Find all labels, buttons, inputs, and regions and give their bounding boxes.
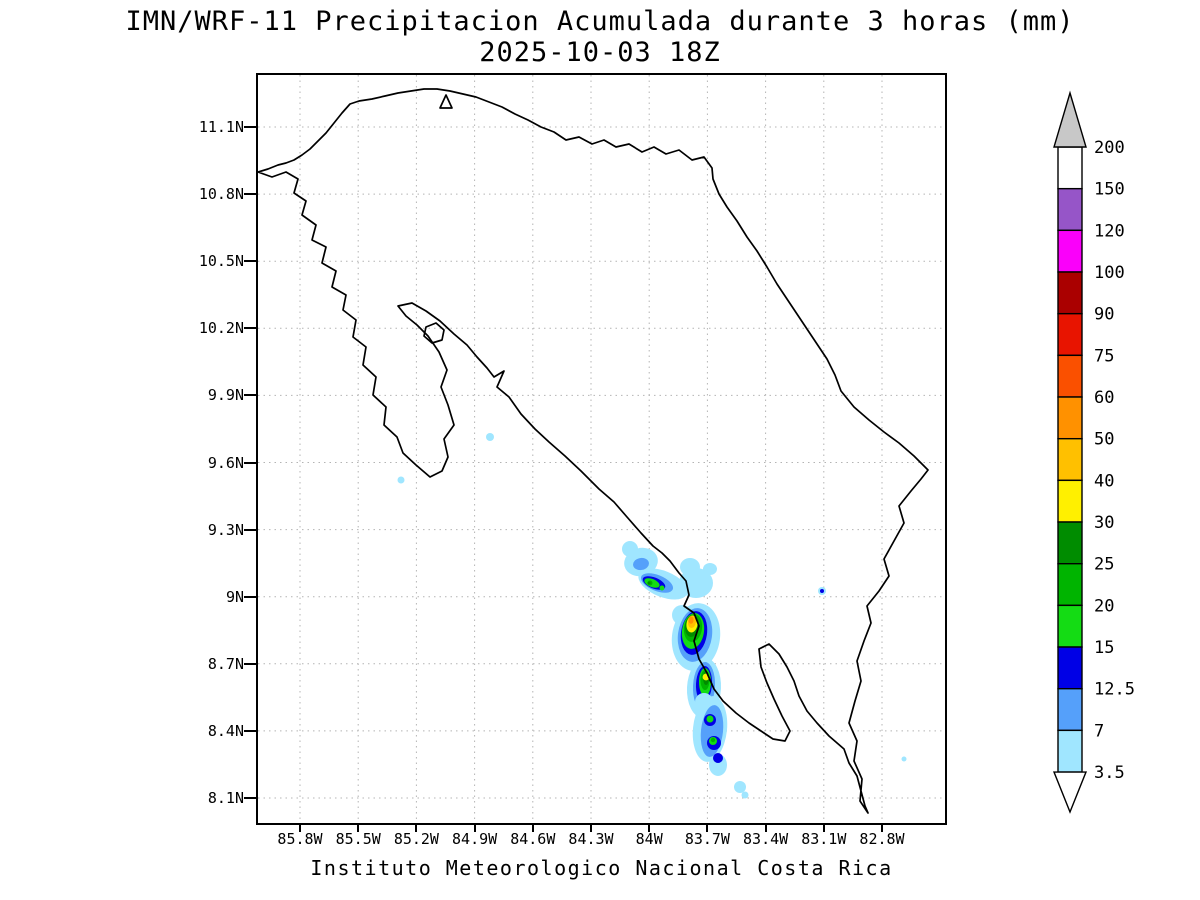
colorbar-canvas: 200 150 120 100 90 75 60 50 40 30 25 20 15 12.5 7 3.5 (1052, 90, 1135, 814)
lat-tick (244, 126, 256, 128)
lon-tick (473, 824, 476, 832)
colorbar-box (1057, 354, 1083, 398)
colorbar-tick-label: 7 (1094, 721, 1104, 741)
map-plot-area (256, 73, 947, 825)
lat-tick (244, 528, 256, 531)
lon-tick-label: 83.1W (801, 830, 847, 848)
colorbar-box (1057, 729, 1083, 773)
lat-tick (244, 193, 256, 196)
colorbar-tick-label: 20 (1094, 596, 1114, 616)
lat-tick-label: 9.3N (207, 520, 244, 539)
lon-tick-label: 84.3W (568, 830, 614, 848)
lat-tick (244, 461, 256, 464)
colorbar-box (1057, 271, 1083, 315)
chart-title: IMN/WRF-11 Precipitacion Acumulada duran… (125, 6, 1075, 37)
colorbar-box (1057, 604, 1083, 648)
lat-tick (244, 327, 256, 330)
colorbar-box (1057, 479, 1083, 523)
colorbar-tick-label: 90 (1094, 305, 1114, 325)
lon-tick (357, 824, 360, 832)
lon-tick (706, 824, 709, 832)
chart-subtitle-datetime: 2025-10-03 18Z (479, 37, 721, 68)
lat-tick-label: 11.1N (198, 118, 244, 136)
lat-tick-label: 8.1N (207, 789, 244, 807)
colorbar-below-min-arrow (1052, 771, 1088, 814)
lon-tick (764, 824, 767, 832)
lon-tick (648, 824, 651, 832)
colorbar-box (1057, 563, 1083, 607)
colorbar-box (1057, 187, 1083, 232)
lon-tick-label: 83.4W (743, 830, 789, 848)
colorbar-tick-label: 60 (1094, 388, 1114, 408)
lon-tick (531, 824, 534, 832)
colorbar-tick-label: 75 (1094, 346, 1114, 366)
lat-tick-label: 9.6N (207, 453, 244, 472)
lon-tick-label: 85.5W (335, 830, 381, 848)
colorbar-tick-label: 150 (1094, 180, 1125, 200)
lat-tick-label: 9N (225, 587, 244, 606)
lat-tick-label: 10.2N (198, 319, 244, 338)
lon-tick (822, 824, 825, 832)
colorbar-above-max-arrow (1053, 90, 1087, 148)
colorbar-box (1057, 437, 1083, 482)
colorbar-tick-label: 120 (1094, 221, 1125, 241)
lon-tick (881, 824, 883, 832)
lat-tick-label: 10.5N (198, 252, 244, 271)
chira-island-outline (423, 322, 445, 344)
colorbar-box (1057, 646, 1083, 690)
lat-tick-label: 8.4N (207, 721, 244, 740)
precip-cluster-south (692, 693, 728, 776)
colorbar-tick-label: 30 (1094, 513, 1114, 533)
lon-tick-label: 84.9W (452, 830, 498, 848)
colorbar-box (1057, 312, 1083, 357)
lon-tick-label: 85.8W (277, 830, 323, 848)
caption: Instituto Meteorologico Nacional Costa R… (310, 856, 893, 880)
colorbar-legend: 200 150 120 100 90 75 60 50 40 30 25 20 15 12.5 7 3.5 (1040, 60, 1200, 860)
colorbar-tick-label: 40 (1094, 471, 1114, 491)
precip-isolated-cells (397, 433, 907, 799)
map-canvas (258, 75, 945, 823)
coastline-layer (258, 88, 929, 814)
lon-tick-label: 82.8W (859, 830, 905, 848)
lat-tick (244, 595, 256, 598)
colorbar-tick-label: 25 (1094, 555, 1114, 575)
precipitation-layer (397, 433, 907, 799)
colorbar-box (1057, 521, 1083, 565)
colorbar-box (1057, 396, 1083, 440)
lon-tick (590, 824, 592, 832)
lat-tick (244, 394, 256, 397)
lon-tick (299, 824, 301, 832)
colorbar-tick-label: 3.5 (1094, 763, 1125, 783)
title-block: IMN/WRF-11 Precipitacion Acumulada duran… (0, 6, 1200, 68)
colorbar-box (1057, 229, 1083, 273)
colorbar-box (1057, 688, 1083, 732)
costa-rica-coastline (258, 88, 929, 814)
colorbar-tick-label: 100 (1094, 263, 1125, 283)
precip-cluster-main (671, 603, 722, 718)
lon-tick-label: 84W (635, 830, 663, 848)
grid-lines (258, 75, 945, 823)
lon-tick-label: 84.6W (510, 830, 556, 848)
lon-tick (415, 824, 418, 832)
colorbar-tick-label: 12.5 (1094, 680, 1135, 700)
precip-cluster-north (622, 541, 717, 600)
lat-tick (244, 729, 256, 732)
colorbar-box (1057, 146, 1083, 190)
lat-tick (244, 260, 256, 263)
lon-tick-label: 85.2W (393, 830, 439, 848)
lat-tick (244, 797, 256, 799)
lat-tick-label: 9.9N (207, 386, 244, 405)
colorbar-tick-label: 200 (1094, 138, 1125, 158)
lon-tick-label: 83.7W (684, 830, 730, 848)
colorbar-tick-label: 15 (1094, 638, 1114, 658)
lat-tick-label: 8.7N (207, 654, 244, 673)
lat-tick (244, 662, 256, 665)
colorbar-tick-label: 50 (1094, 430, 1114, 450)
lake-island-triangle (439, 94, 453, 109)
lat-tick-label: 10.8N (198, 185, 244, 204)
